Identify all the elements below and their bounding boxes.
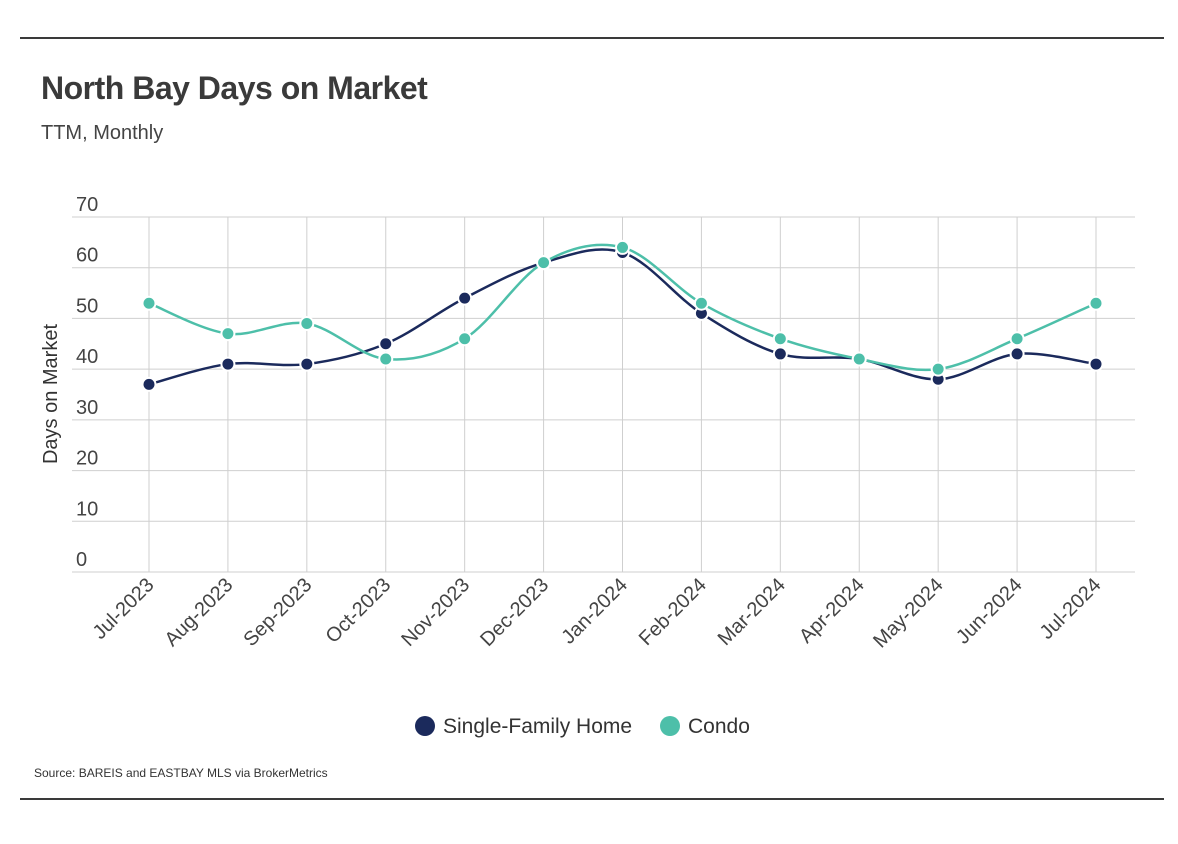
- x-tick-label: Jan-2024: [558, 574, 633, 649]
- y-tick-label: 50: [76, 295, 98, 317]
- legend: Single-Family Home Condo: [415, 715, 750, 738]
- data-point-condo: [536, 255, 552, 271]
- y-tick-label: 40: [76, 346, 98, 368]
- bottom-rule: [20, 798, 1164, 800]
- data-point-single-family-home: [299, 356, 315, 372]
- data-point-single-family-home: [772, 346, 788, 362]
- chart-title: North Bay Days on Market: [41, 70, 428, 106]
- y-tick-label: 30: [76, 397, 98, 419]
- data-point-condo: [220, 326, 236, 342]
- x-axis-ticks: Jul-2023 Aug-2023 Sep-2023 Oct-2023 Nov-2023…: [89, 574, 1106, 652]
- series: [141, 239, 1104, 392]
- source-note: Source: BAREIS and EASTBAY MLS via Broke…: [34, 766, 328, 780]
- x-tick-label: Feb-2024: [635, 574, 711, 650]
- legend-marker-single-family-home: [415, 716, 435, 736]
- y-tick-label: 20: [76, 448, 98, 470]
- data-point-condo: [772, 331, 788, 347]
- y-axis-label: Days on Market: [40, 324, 62, 464]
- data-point-condo: [457, 331, 473, 347]
- series-condo: [141, 239, 1104, 377]
- y-tick-label: 10: [76, 498, 98, 520]
- data-point-single-family-home: [1009, 346, 1025, 362]
- data-point-single-family-home: [1088, 356, 1104, 372]
- x-tick-label: Oct-2023: [322, 574, 396, 648]
- x-tick-label: Apr-2024: [795, 574, 869, 648]
- x-tick-label: Jun-2024: [952, 574, 1027, 649]
- y-axis-ticks: 0 10 20 30 40 50 60 70: [76, 194, 98, 571]
- data-point-condo: [693, 295, 709, 311]
- legend-label-single-family-home: Single-Family Home: [443, 715, 632, 738]
- x-tick-label: Dec-2023: [476, 574, 553, 651]
- data-point-single-family-home: [378, 336, 394, 352]
- data-point-single-family-home: [457, 290, 473, 306]
- grid: [72, 216, 1135, 573]
- y-tick-label: 60: [76, 245, 98, 267]
- data-point-condo: [378, 351, 394, 367]
- x-tick-label: Sep-2023: [239, 574, 316, 651]
- y-tick-label: 70: [76, 194, 98, 216]
- x-tick-label: Nov-2023: [397, 574, 474, 651]
- legend-label-condo: Condo: [688, 715, 750, 738]
- legend-item-condo: Condo: [660, 715, 750, 738]
- data-point-single-family-home: [141, 376, 157, 392]
- data-point-condo: [299, 316, 315, 331]
- data-point-condo: [1009, 331, 1025, 347]
- x-tick-label: Jul-2023: [89, 574, 159, 644]
- legend-marker-condo: [660, 716, 680, 736]
- data-point-condo: [141, 295, 157, 311]
- data-point-condo: [615, 239, 630, 255]
- chart-subtitle: TTM, Monthly: [41, 122, 164, 144]
- x-tick-label: Jul-2024: [1036, 574, 1106, 644]
- y-tick-label: 0: [76, 549, 87, 571]
- x-tick-label: Mar-2024: [714, 574, 790, 650]
- x-tick-label: May-2024: [869, 574, 947, 652]
- data-point-single-family-home: [220, 356, 236, 372]
- data-point-condo: [851, 351, 867, 367]
- data-point-condo: [930, 361, 946, 377]
- data-point-condo: [1088, 295, 1104, 311]
- top-rule: [20, 37, 1164, 39]
- x-tick-label: Aug-2023: [161, 574, 238, 651]
- legend-item-single-family-home: Single-Family Home: [415, 715, 632, 738]
